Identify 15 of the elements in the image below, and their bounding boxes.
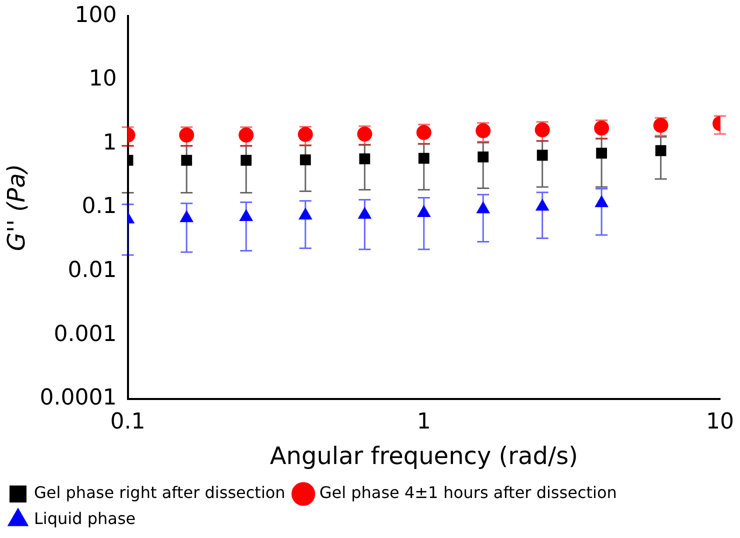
y-tick-label: 0.001: [54, 322, 117, 347]
x-tick-label: 1: [416, 410, 431, 435]
y-tick-label: 100: [74, 2, 117, 28]
legend-label: Liquid phase: [34, 509, 136, 528]
y-tick-label: 10: [88, 66, 117, 92]
x-axis-title: Angular frequency (rad/s): [270, 442, 578, 470]
y-axis-title: G'' (Pa): [2, 164, 31, 252]
y-tick-label: 0.1: [82, 194, 117, 220]
x-tick-label: 10: [706, 410, 734, 435]
legend-label: Gel phase 4±1 hours after dissection: [319, 483, 617, 502]
legend-label: Gel phase right after dissection: [34, 483, 286, 502]
y-tick-label: 1: [102, 130, 117, 156]
x-tick-label: 0.1: [110, 410, 146, 435]
y-tick-label: 0.01: [68, 258, 117, 283]
y-tick-label: 0.0001: [40, 386, 117, 411]
